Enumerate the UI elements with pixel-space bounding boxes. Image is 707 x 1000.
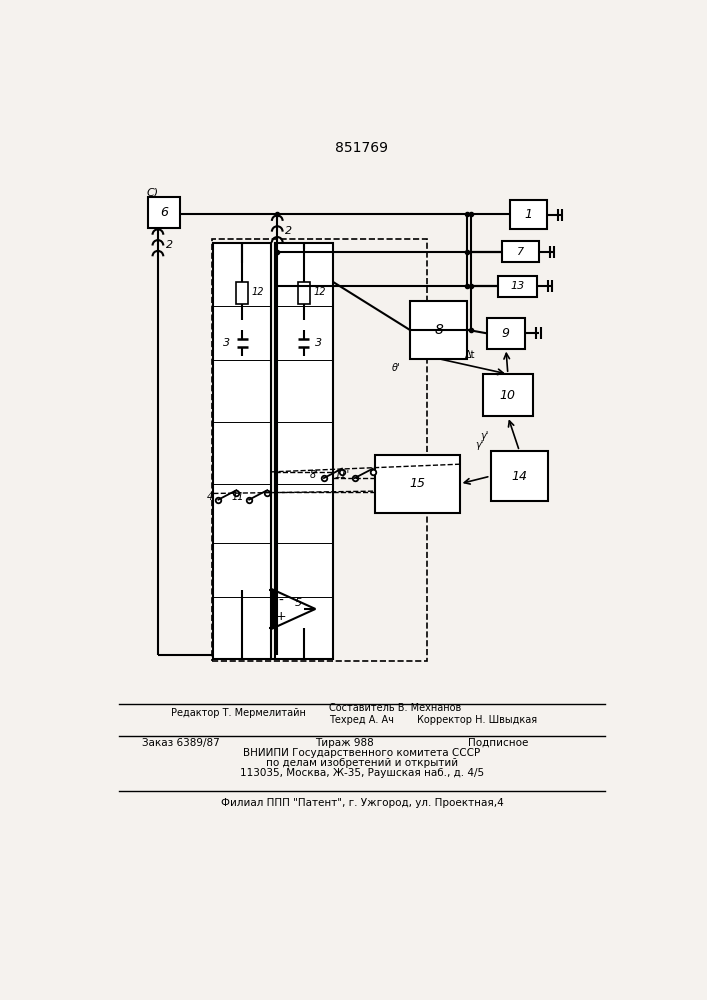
- Bar: [483, 374, 533, 416]
- Text: Филиал ППП "Патент", г. Ужгород, ул. Проектная,4: Филиал ППП "Патент", г. Ужгород, ул. Про…: [221, 798, 503, 808]
- Text: 2: 2: [165, 240, 173, 250]
- Text: 12: 12: [252, 287, 264, 297]
- Text: 2: 2: [285, 226, 292, 236]
- Bar: [148, 197, 180, 228]
- Text: ВНИИПИ Государственного комитета СССР: ВНИИПИ Государственного комитета СССР: [243, 748, 481, 758]
- Text: 6: 6: [160, 206, 168, 219]
- Text: 3: 3: [223, 338, 230, 348]
- Text: -: -: [279, 594, 284, 608]
- Text: 1: 1: [525, 208, 532, 221]
- Bar: [510, 200, 547, 229]
- Text: γ': γ': [480, 431, 489, 441]
- Bar: [502, 241, 539, 262]
- Text: 3: 3: [315, 338, 322, 348]
- Text: +: +: [276, 610, 286, 623]
- Text: Δt: Δt: [464, 350, 475, 360]
- Bar: [491, 451, 549, 501]
- Bar: [298, 282, 310, 304]
- Text: 4: 4: [207, 492, 214, 502]
- Text: C): C): [146, 187, 158, 197]
- Text: Подписное: Подписное: [468, 738, 528, 748]
- Text: θ': θ': [392, 363, 400, 373]
- Text: γ': γ': [475, 440, 483, 450]
- Text: Тираж 988: Тираж 988: [315, 738, 373, 748]
- Text: 851769: 851769: [335, 141, 388, 155]
- Text: 113035, Москва, Ж-35, Раушская наб., д. 4/5: 113035, Москва, Ж-35, Раушская наб., д. …: [240, 768, 484, 778]
- Bar: [375, 455, 460, 513]
- Text: 5: 5: [295, 598, 302, 608]
- Bar: [214, 243, 271, 659]
- Text: Техред А. Ач: Техред А. Ач: [329, 715, 394, 725]
- Text: 14: 14: [511, 470, 527, 483]
- Text: Составитель В. Мехнанов: Составитель В. Мехнанов: [329, 703, 461, 713]
- Text: 9: 9: [502, 327, 510, 340]
- Text: Заказ 6389/87: Заказ 6389/87: [142, 738, 220, 748]
- Bar: [275, 243, 333, 659]
- Bar: [409, 301, 467, 359]
- Text: по делам изобретений и открытий: по делам изобретений и открытий: [266, 758, 458, 768]
- Text: 15: 15: [409, 477, 426, 490]
- Bar: [498, 276, 537, 297]
- Text: 12: 12: [313, 287, 325, 297]
- Text: 8: 8: [434, 323, 443, 337]
- Text: 13: 13: [510, 281, 525, 291]
- Text: 11': 11': [334, 470, 350, 480]
- Text: 7: 7: [517, 247, 524, 257]
- Text: Корректор Н. Швыдкая: Корректор Н. Швыдкая: [416, 715, 537, 725]
- Text: Редактор Т. Мермелитайн: Редактор Т. Мермелитайн: [171, 708, 306, 718]
- Text: 11: 11: [232, 492, 244, 502]
- Bar: [212, 239, 428, 661]
- Text: 10: 10: [500, 389, 516, 402]
- Bar: [486, 318, 525, 349]
- Bar: [236, 282, 248, 304]
- Text: 8': 8': [310, 470, 319, 480]
